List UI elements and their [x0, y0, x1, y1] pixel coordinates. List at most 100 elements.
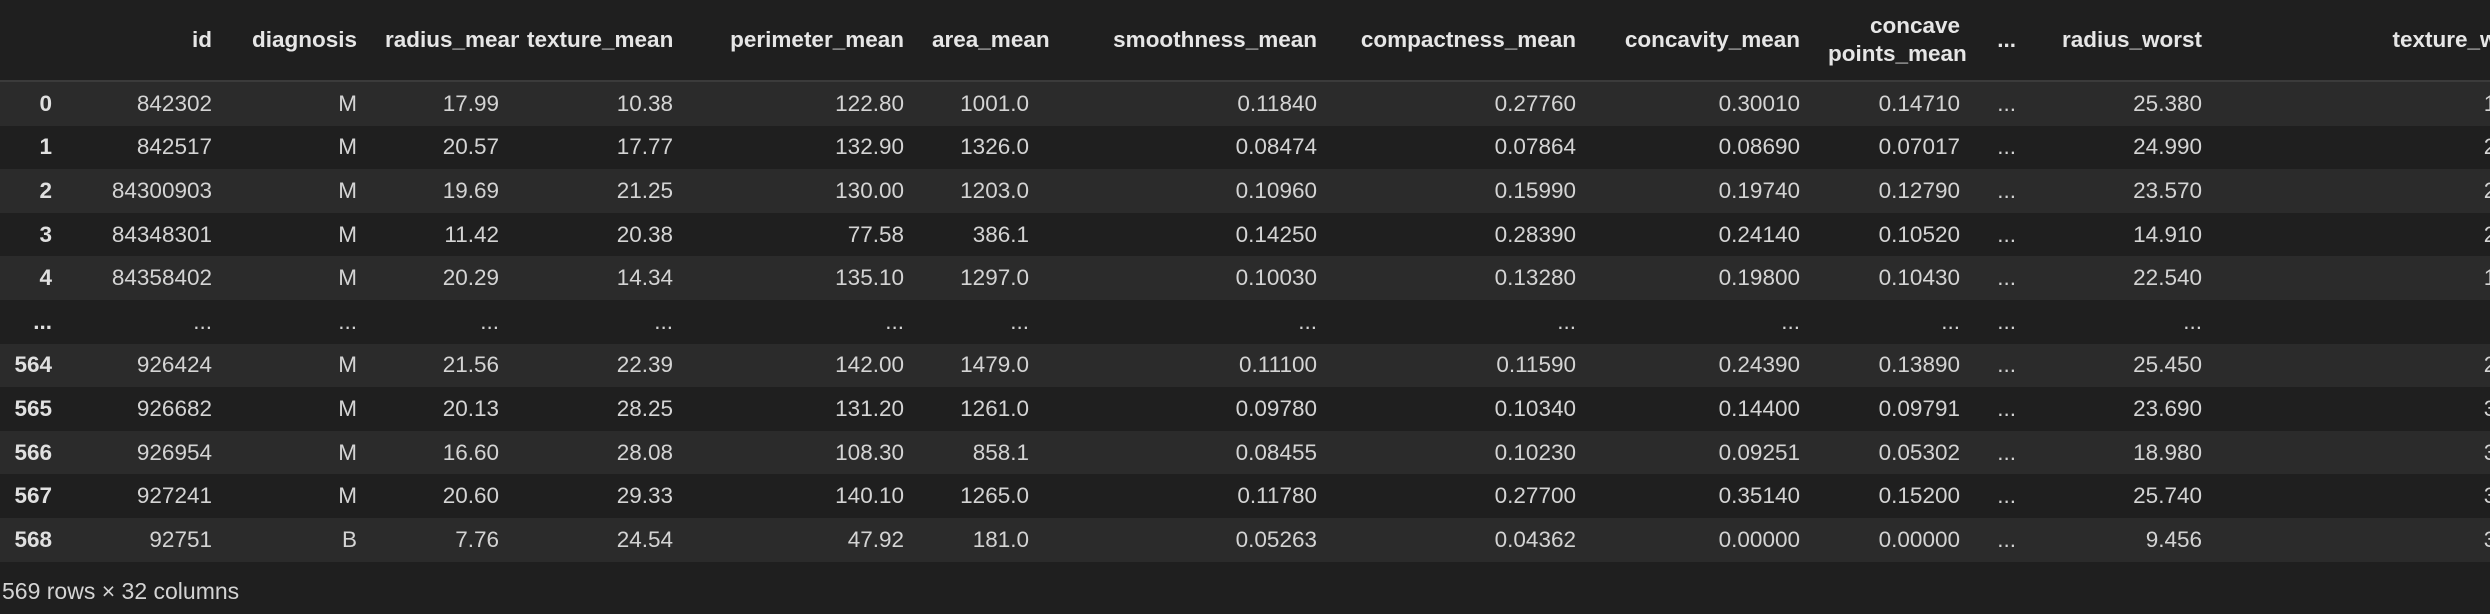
table-row: ........................................…	[0, 299, 2490, 344]
table-cell: 84358402	[111, 265, 212, 291]
table-cell: 0.11780	[1237, 483, 1317, 509]
table-cell: 0.08474	[1235, 134, 1317, 160]
table-cell: 130.00	[835, 177, 904, 203]
table-cell: ...	[1997, 177, 2016, 203]
table-cell: 14.34	[616, 265, 673, 291]
table-cell: 23.570	[2133, 177, 2202, 203]
table-cell: 26.40	[2483, 352, 2490, 378]
table-cell: 20.13	[442, 395, 499, 421]
table-cell: 142.00	[835, 352, 904, 378]
table-cell: 20.60	[442, 483, 499, 509]
table-cell: 0.10030	[1235, 265, 1317, 291]
table-cell: ...	[1997, 265, 2016, 291]
table-cell: 23.41	[2483, 134, 2490, 160]
table-cell: 0.27760	[1494, 90, 1576, 116]
table-cell: 0.00000	[1878, 526, 1960, 552]
table-cell: 47.92	[847, 526, 904, 552]
table-cell: 0.10340	[1494, 395, 1576, 421]
row-index: 565	[14, 395, 52, 421]
table-cell: 16.60	[442, 439, 499, 465]
table-cell: M	[338, 177, 357, 203]
table-cell: 14.910	[2133, 221, 2202, 247]
table-cell: 0.11590	[1496, 352, 1576, 378]
table-cell: 1203.0	[960, 177, 1029, 203]
table-cell: ...	[1997, 308, 2016, 334]
table-cell: 0.24140	[1718, 221, 1800, 247]
table-cell: 28.25	[616, 395, 673, 421]
table-cell: 84300903	[111, 177, 212, 203]
table-cell: 0.14400	[1718, 395, 1800, 421]
table-cell: 29.33	[616, 483, 673, 509]
table-cell: 77.58	[847, 221, 904, 247]
table-cell: 17.33	[2222, 81, 2490, 126]
dataframe-table: id diagnosis radius_mean texture_mean perime…	[0, 0, 2490, 562]
table-body: 0 842302 M 17.99 10.38 122.80 1001.0 0.11840 0.2…	[0, 81, 2490, 562]
table-cell: 0.13890	[1878, 352, 1960, 378]
table-cell: 21.56	[442, 352, 499, 378]
table-row: 565 926682 M 20.13 28.25 131.20 1261.0 0.09780 0…	[0, 387, 2490, 431]
table-cell: 0.04362	[1494, 526, 1576, 552]
table-cell: 1297.0	[960, 265, 1029, 291]
table-cell: 25.740	[2133, 483, 2202, 509]
table-cell: 20.57	[442, 134, 499, 160]
table-cell: ...	[1997, 221, 2016, 247]
table-cell: 1265.0	[960, 483, 1029, 509]
table-cell: M	[338, 265, 357, 291]
table-cell: 0.12790	[1878, 177, 1960, 203]
table-cell: 140.10	[835, 483, 904, 509]
table-cell: ...	[480, 308, 499, 334]
table-cell: 0.19800	[1718, 265, 1800, 291]
column-header: concave points_mean	[1820, 0, 1980, 82]
table-cell: 926424	[136, 352, 212, 378]
table-cell: 0.15200	[1878, 483, 1960, 509]
index-header	[0, 0, 72, 82]
table-cell: 9.456	[2145, 526, 2202, 552]
table-cell: 25.53	[2483, 177, 2490, 203]
table-cell: 0.09791	[1878, 395, 1960, 421]
row-column-summary: 569 rows × 32 columns	[2, 578, 240, 604]
table-cell: M	[338, 483, 357, 509]
table-cell: 1326.0	[960, 134, 1029, 160]
table-cell: 108.30	[835, 439, 904, 465]
table-cell: ...	[338, 308, 357, 334]
table-cell: 0.14250	[1235, 221, 1317, 247]
table-cell: 11.42	[444, 221, 499, 247]
table-cell: 0.35140	[1718, 483, 1800, 509]
row-index: 4	[39, 265, 52, 291]
table-cell: M	[338, 221, 357, 247]
table-cell: 24.990	[2133, 134, 2202, 160]
table-cell: 21.25	[616, 177, 673, 203]
table-row: 567 927241 M 20.60 29.33 140.10 1265.0 0.11780 0…	[0, 474, 2490, 518]
table-cell: ...	[1997, 395, 2016, 421]
table-cell: ...	[885, 308, 904, 334]
table-cell: ...	[1997, 134, 2016, 160]
table-cell: ...	[193, 308, 212, 334]
table-cell: 135.10	[835, 265, 904, 291]
table-cell: M	[338, 395, 357, 421]
table-cell: 25.380	[2133, 90, 2202, 116]
column-header: area_mean	[924, 0, 1049, 82]
row-index: 1	[39, 134, 52, 160]
table-row: 2 84300903 M 19.69 21.25 130.00 1203.0 0.10960 0…	[0, 169, 2490, 213]
row-index: ...	[33, 308, 52, 334]
table-row: 566 926954 M 16.60 28.08 108.30 858.1 0.08455 0.…	[0, 430, 2490, 475]
table-cell: 23.690	[2133, 395, 2202, 421]
column-header: id	[72, 0, 232, 82]
table-cell: 0.11100	[1239, 352, 1317, 378]
table-cell: ...	[1997, 439, 2016, 465]
row-index: 2	[39, 177, 52, 203]
table-cell: 24.54	[616, 526, 673, 552]
table-cell: 30.37	[2483, 526, 2490, 552]
table-cell: 0.07017	[1878, 134, 1960, 160]
table-cell: 92751	[149, 526, 212, 552]
table-cell: 0.08455	[1235, 439, 1317, 465]
table-cell: ...	[1557, 308, 1576, 334]
table-cell: 19.69	[442, 177, 499, 203]
table-cell: 17.99	[442, 90, 499, 116]
row-index: 567	[14, 483, 52, 509]
table-cell: 10.38	[616, 90, 673, 116]
column-header: perimeter_mean	[693, 0, 924, 82]
table-cell: 0.10520	[1878, 221, 1960, 247]
table-cell: 1001.0	[960, 90, 1029, 116]
table-cell: 18.980	[2133, 439, 2202, 465]
